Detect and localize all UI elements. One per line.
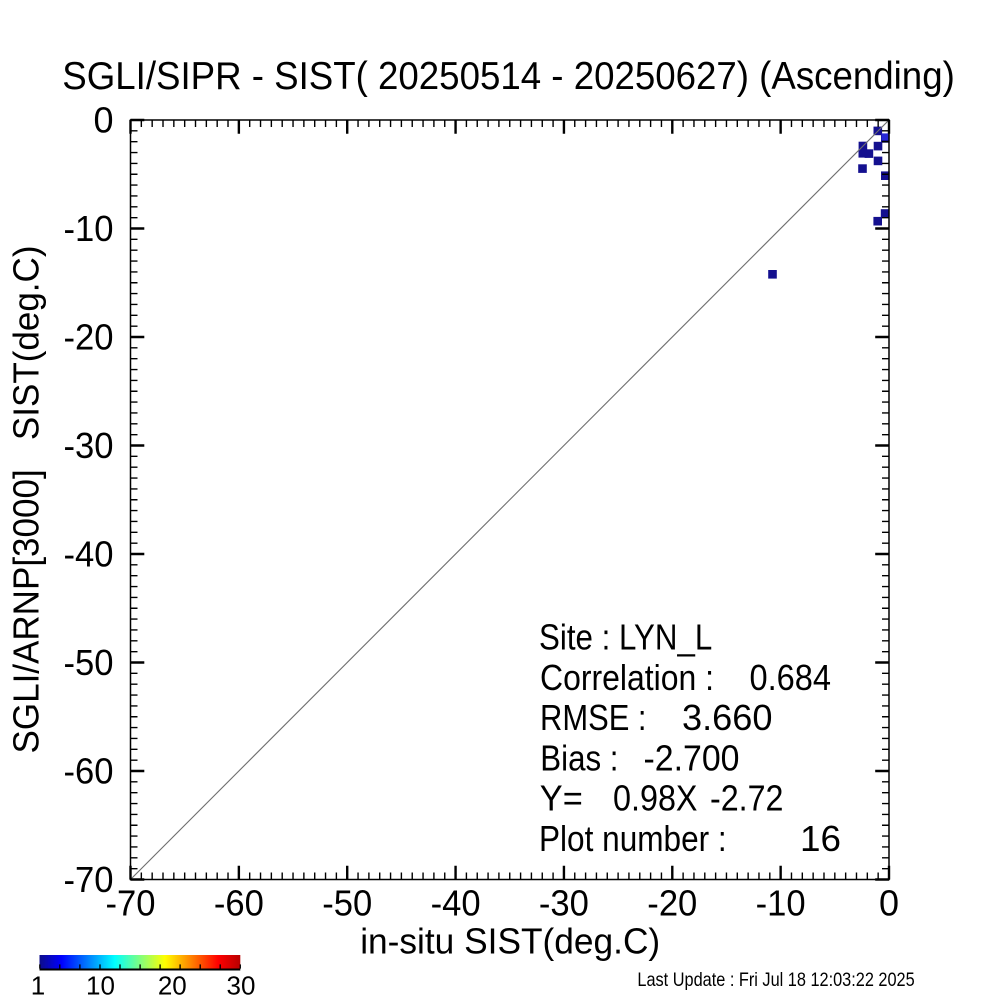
svg-text:-2.700: -2.700 <box>644 737 740 778</box>
svg-text:in-situ SIST(deg.C): in-situ SIST(deg.C) <box>360 921 660 962</box>
svg-text:-20: -20 <box>64 317 114 358</box>
svg-text:RMSE :: RMSE : <box>540 697 647 738</box>
svg-text:Site : LYN_L: Site : LYN_L <box>539 617 712 658</box>
svg-text:-60: -60 <box>64 751 114 792</box>
svg-text:20: 20 <box>158 971 187 1000</box>
svg-text:-10: -10 <box>756 883 806 924</box>
svg-text:16: 16 <box>800 818 841 859</box>
svg-text:-2.72: -2.72 <box>710 778 784 819</box>
svg-text:SGLI/ARNP[3000] SIST(deg.C): SGLI/ARNP[3000] SIST(deg.C) <box>6 246 47 754</box>
svg-text:-60: -60 <box>214 883 264 924</box>
svg-text:-20: -20 <box>647 883 697 924</box>
svg-text:0.684: 0.684 <box>750 657 832 698</box>
svg-text:-30: -30 <box>539 883 589 924</box>
svg-text:-10: -10 <box>64 208 114 249</box>
svg-text:Plot number :: Plot number : <box>539 818 727 859</box>
svg-text:-40: -40 <box>431 883 481 924</box>
svg-text:0: 0 <box>93 100 113 141</box>
svg-text:3.660: 3.660 <box>682 697 773 738</box>
svg-text:-50: -50 <box>64 642 114 683</box>
svg-text:30: 30 <box>227 971 256 1000</box>
svg-text:-30: -30 <box>64 425 114 466</box>
svg-text:-70: -70 <box>64 859 114 900</box>
svg-text:Y=: Y= <box>540 778 583 819</box>
svg-text:-40: -40 <box>64 534 114 575</box>
svg-text:1: 1 <box>31 971 45 1000</box>
svg-text:-50: -50 <box>322 883 372 924</box>
svg-text:0.98X: 0.98X <box>613 778 698 819</box>
svg-text:Correlation :: Correlation : <box>540 657 714 698</box>
svg-text:10: 10 <box>86 971 115 1000</box>
svg-text:-70: -70 <box>106 883 156 924</box>
svg-text:Bias :: Bias : <box>540 737 618 778</box>
svg-text:SGLI/SIPR - SIST( 20250514 - 2: SGLI/SIPR - SIST( 20250514 - 20250627) (… <box>62 55 955 98</box>
svg-text:0: 0 <box>879 883 899 924</box>
svg-text:Last Update : Fri Jul 18 12:03: Last Update : Fri Jul 18 12:03:22 2025 <box>637 969 914 991</box>
